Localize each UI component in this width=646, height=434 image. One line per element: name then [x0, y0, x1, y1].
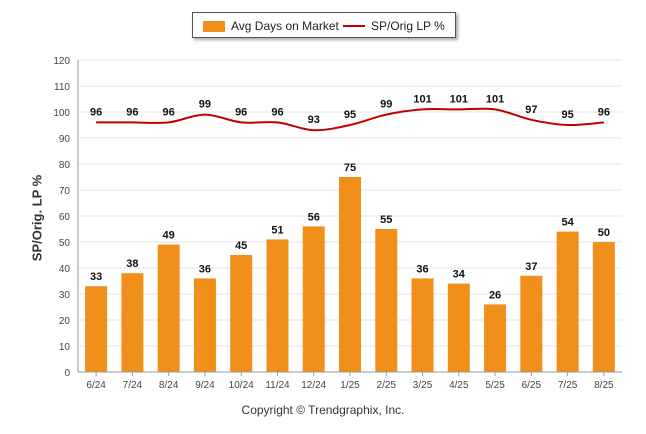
line-layer [96, 107, 604, 132]
bar-value-label: 54 [561, 217, 574, 229]
x-tick-label: 6/25 [522, 380, 542, 391]
bar-value-label: 26 [489, 289, 501, 301]
line-value-label: 95 [344, 109, 356, 121]
y-tick-label: 40 [59, 264, 71, 275]
y-tick-label: 120 [53, 56, 70, 67]
legend-line-swatch [343, 25, 365, 27]
bar-value-label: 34 [453, 269, 466, 281]
line-value-label: 99 [380, 99, 392, 111]
x-tick-label: 8/25 [594, 380, 614, 391]
y-tick-label: 110 [54, 82, 70, 93]
bars-layer [85, 177, 615, 372]
y-axis-title: SP/Orig. LP % [29, 174, 45, 262]
legend-item-line[interactable]: SP/Orig LP % [343, 19, 445, 33]
y-tick-label: 30 [59, 290, 71, 301]
bar-value-label: 50 [598, 227, 610, 239]
bar [556, 231, 579, 372]
line-value-label: 96 [598, 106, 610, 118]
bar-value-label: 75 [344, 162, 356, 174]
copyright-text: Copyright © Trendgraphix, Inc. [241, 403, 405, 417]
line-value-label: 93 [308, 114, 320, 126]
y-tick-label: 0 [64, 368, 70, 379]
x-tick-label: 7/24 [123, 380, 143, 391]
bar-value-label: 33 [90, 271, 102, 283]
legend-item-bar[interactable]: Avg Days on Market [203, 19, 339, 33]
bar-value-label: 38 [126, 258, 138, 270]
bar [302, 226, 325, 372]
bar-value-label: 36 [199, 263, 211, 275]
bar-value-label: 51 [271, 224, 283, 236]
x-tick-label: 6/24 [86, 380, 106, 391]
x-tick-label: 12/24 [301, 380, 326, 391]
y-tick-label: 70 [59, 186, 71, 197]
axis-layer: 0 10 20 30 40 50 60 70 80 90 100 110 120 6/24 7/24 8/24… [53, 56, 622, 391]
bar [520, 275, 543, 372]
line-value-label: 101 [486, 93, 504, 105]
bar [121, 273, 144, 372]
y-tick-label: 10 [59, 342, 71, 353]
line-series-path [96, 107, 604, 132]
line-value-label: 99 [199, 99, 211, 111]
line-value-label: 95 [561, 109, 573, 121]
y-tick-label: 50 [59, 238, 71, 249]
x-tick-label: 8/24 [159, 380, 179, 391]
x-tick-label: 2/25 [377, 380, 397, 391]
legend-line-label: SP/Orig LP % [371, 19, 445, 33]
y-tick-label: 20 [59, 316, 71, 327]
bar-value-label: 55 [380, 214, 392, 226]
legend-bar-label: Avg Days on Market [231, 19, 339, 33]
chart-legend: Avg Days on Market SP/Orig LP % [192, 12, 456, 38]
y-tick-label: 60 [59, 212, 71, 223]
x-tick-label: 4/25 [449, 380, 469, 391]
x-tick-label: 1/25 [340, 380, 360, 391]
bar [193, 278, 216, 372]
bar [266, 239, 289, 372]
bar-value-label: 36 [416, 263, 428, 275]
bar [339, 177, 361, 372]
bar [592, 242, 615, 372]
bar [157, 244, 180, 372]
x-tick-label: 3/25 [413, 380, 433, 391]
bar [230, 255, 253, 372]
bar [85, 286, 108, 372]
x-tick-label: 7/25 [558, 380, 578, 391]
line-value-label: 101 [413, 93, 431, 105]
line-value-label: 96 [90, 106, 102, 118]
x-tick-label: 5/25 [485, 380, 505, 391]
line-value-label: 96 [163, 106, 175, 118]
line-value-label: 96 [235, 106, 247, 118]
y-tick-label: 80 [59, 160, 71, 171]
bar [447, 283, 470, 372]
line-value-label: 97 [525, 104, 537, 116]
x-tick-label: 11/24 [265, 380, 290, 391]
bar-value-label: 56 [308, 211, 320, 223]
x-tick-label: 9/24 [195, 380, 215, 391]
x-tick-label: 10/24 [229, 380, 254, 391]
bar-value-label: 45 [235, 240, 247, 252]
bar [484, 304, 507, 372]
bar-value-label: 37 [525, 261, 537, 273]
y-tick-label: 100 [53, 108, 70, 119]
bar [375, 229, 398, 372]
bar [411, 278, 434, 372]
line-value-label: 101 [450, 93, 468, 105]
line-value-label: 96 [271, 106, 283, 118]
line-value-label: 96 [126, 106, 138, 118]
y-tick-label: 90 [59, 134, 71, 145]
labels-layer: 33 38 49 36 45 51 56 75 55 36 34 26 37 54 50 96 96 96 99 96… [90, 93, 610, 301]
bar-value-label: 49 [163, 230, 175, 242]
legend-bar-swatch [203, 20, 225, 32]
